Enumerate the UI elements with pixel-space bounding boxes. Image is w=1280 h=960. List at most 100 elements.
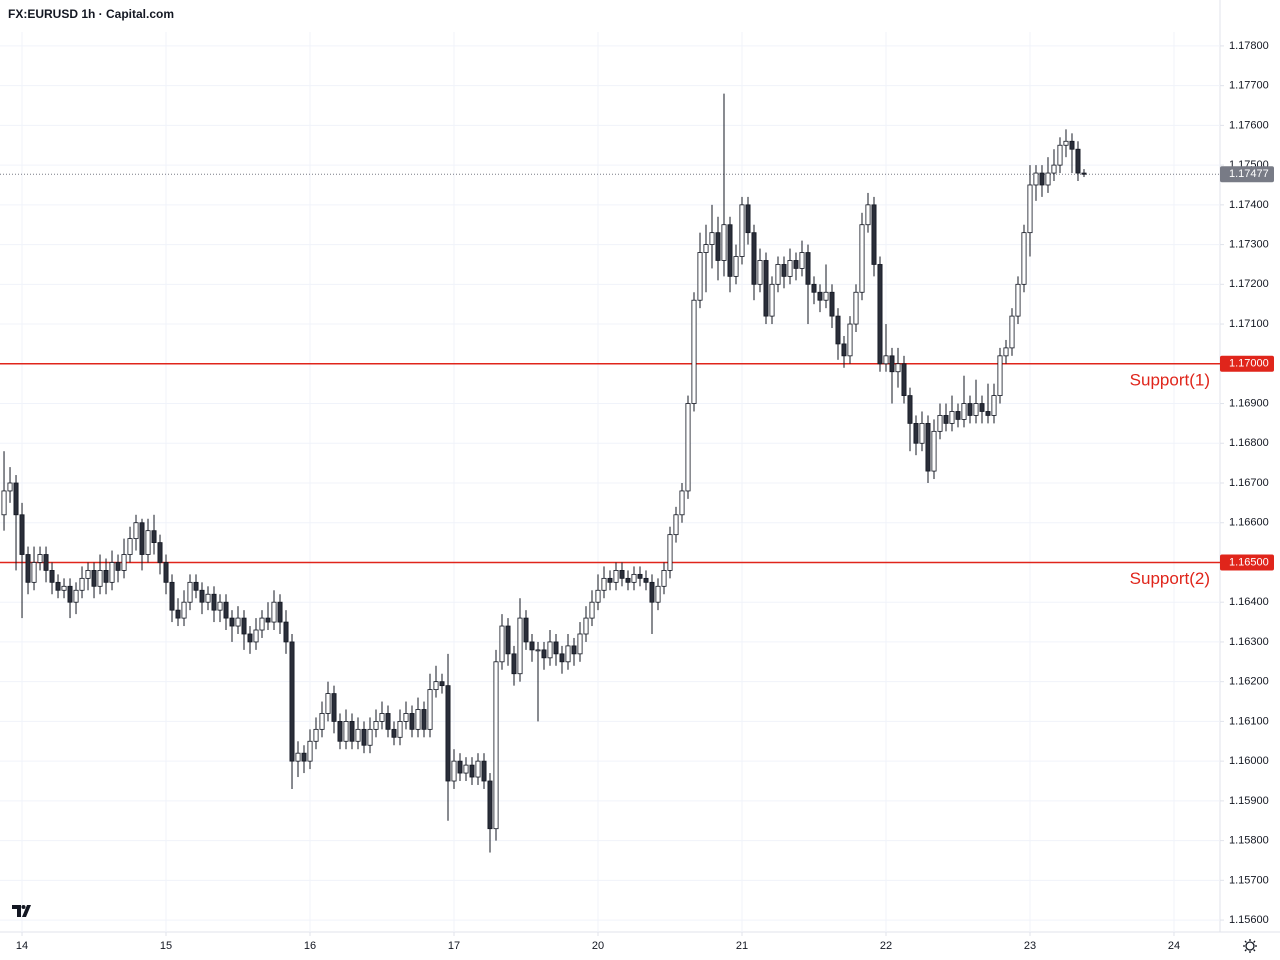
candle-body <box>463 764 469 774</box>
candle-body <box>211 593 217 611</box>
candle-body <box>619 570 625 579</box>
candle-body <box>1015 283 1021 317</box>
candle-body <box>943 415 949 424</box>
candle-body <box>697 252 703 301</box>
candle-body <box>427 689 433 730</box>
candle-body <box>409 713 415 730</box>
candle-body <box>703 244 709 253</box>
candle-body <box>961 403 967 420</box>
candle-body <box>25 554 31 583</box>
candle-body <box>523 617 529 643</box>
candle-body <box>727 224 733 277</box>
candle-body <box>1081 172 1087 175</box>
candle-body <box>655 585 661 603</box>
y-tick-label: 1.16300 <box>1229 636 1269 648</box>
candle-body <box>361 728 367 746</box>
candle-body <box>637 573 643 579</box>
candle-body <box>337 721 343 742</box>
candle-body <box>217 601 223 611</box>
candle-body <box>511 653 517 675</box>
candle-body <box>685 403 691 492</box>
candle-body <box>547 641 553 659</box>
candle-body <box>787 260 793 277</box>
candle-body <box>487 780 493 830</box>
candle-body <box>289 641 295 762</box>
candle-body <box>919 422 925 444</box>
y-tick-label: 1.16600 <box>1229 517 1269 529</box>
candle-body <box>1021 232 1027 285</box>
candle-body <box>901 363 907 396</box>
candle-body <box>241 617 247 635</box>
candle-body <box>349 721 355 742</box>
grid <box>0 32 1220 932</box>
candle-body <box>859 224 865 293</box>
candle-body <box>301 752 307 762</box>
candle-body <box>595 589 601 603</box>
candle-body <box>313 728 319 742</box>
candle-body <box>493 661 499 830</box>
candle-body <box>1045 172 1051 186</box>
candle-body <box>793 260 799 269</box>
x-tick-label: 14 <box>16 940 28 952</box>
candle-body <box>205 593 211 603</box>
candle-body <box>229 617 235 627</box>
candle-body <box>175 609 181 619</box>
candle-body <box>517 617 523 675</box>
y-tick-label: 1.17400 <box>1229 199 1269 211</box>
candle-body <box>439 681 445 687</box>
candle-body <box>805 252 811 285</box>
candle-body <box>931 430 937 472</box>
settings-icon[interactable] <box>1243 939 1257 953</box>
candle-body <box>1033 172 1039 186</box>
y-tick-label: 1.15900 <box>1229 795 1269 807</box>
candle-body <box>871 204 877 265</box>
candle-body <box>529 641 535 651</box>
candle-body <box>223 601 229 619</box>
candle-body <box>913 422 919 444</box>
candle-body <box>895 363 901 373</box>
candle-body <box>7 482 13 492</box>
support-label: Support(1) <box>1130 370 1210 389</box>
support-label: Support(2) <box>1130 569 1210 588</box>
candle-body <box>1003 347 1009 357</box>
y-tick-label: 1.15700 <box>1229 874 1269 886</box>
x-tick-label: 17 <box>448 940 460 952</box>
candle-body <box>109 562 115 583</box>
price-tag-label: 1.16500 <box>1229 556 1269 568</box>
candle-body <box>115 562 121 571</box>
candle-body <box>415 709 421 730</box>
candle-body <box>49 570 55 583</box>
candle-body <box>889 355 895 373</box>
y-tick-label: 1.16200 <box>1229 676 1269 688</box>
candle-body <box>649 581 655 603</box>
y-tick-label: 1.17800 <box>1229 40 1269 52</box>
candle-body <box>565 645 571 663</box>
candle-body <box>601 577 607 591</box>
candle-body <box>1027 184 1033 234</box>
candle-body <box>607 577 613 583</box>
candle-body <box>277 601 283 623</box>
candle-body <box>253 629 259 643</box>
candle-body <box>19 514 25 555</box>
candle-body <box>127 538 133 555</box>
candle-body <box>331 693 337 722</box>
y-tick-label: 1.17100 <box>1229 318 1269 330</box>
y-tick-label: 1.15800 <box>1229 835 1269 847</box>
candle-body <box>715 232 721 261</box>
candle-body <box>499 625 505 663</box>
candle-body <box>103 570 109 583</box>
candle-body <box>61 585 67 591</box>
last-price-tag <box>1220 166 1274 183</box>
y-tick-label: 1.16700 <box>1229 477 1269 489</box>
candle-body <box>541 649 547 659</box>
candle-body <box>445 685 451 782</box>
candle-body <box>169 581 175 611</box>
y-tick-label: 1.16100 <box>1229 715 1269 727</box>
candle-body <box>265 617 271 623</box>
candle-body <box>985 411 991 416</box>
candle-body <box>457 760 463 774</box>
candle-body <box>97 570 103 587</box>
candle-body <box>979 403 985 412</box>
candle-body <box>1057 144 1063 166</box>
candle-body <box>67 585 73 603</box>
